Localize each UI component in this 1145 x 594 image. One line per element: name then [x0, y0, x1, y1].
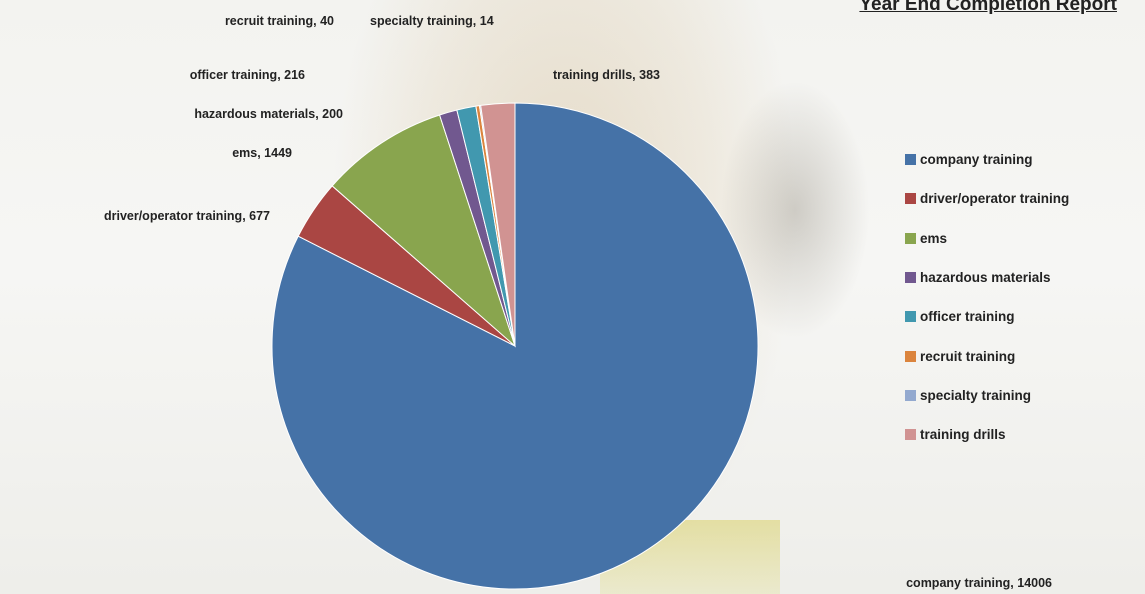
- legend-label: specialty training: [920, 387, 1032, 403]
- data-label-recruit-training: recruit training, 40: [225, 14, 334, 28]
- legend-item-company-training: company training: [905, 140, 1069, 179]
- chart-legend: company training driver/operator training…: [905, 140, 1069, 454]
- data-label-driver-operator-training: driver/operator training, 677: [104, 209, 270, 223]
- legend-item-ems: ems: [905, 219, 1069, 258]
- legend-item-hazardous-materials: hazardous materials: [905, 258, 1069, 297]
- legend-label: company training: [920, 152, 1033, 168]
- legend-label: hazardous materials: [920, 270, 1051, 286]
- pie-slice-training-drills: [480, 102, 516, 347]
- pie-slices: [271, 102, 759, 590]
- pie-data-labels: company training, 14006 driver/operator t…: [104, 14, 1052, 590]
- legend-swatch: [905, 429, 916, 441]
- legend-label: recruit training: [920, 348, 1016, 364]
- legend-item-recruit-training: recruit training: [905, 336, 1069, 375]
- legend-label: officer training: [920, 309, 1015, 325]
- legend-item-officer-training: officer training: [905, 297, 1069, 336]
- legend-label: training drills: [920, 427, 1006, 443]
- pie-slice-ems: [331, 114, 517, 348]
- legend-item-training-drills: training drills: [905, 415, 1069, 454]
- legend-item-specialty-training: specialty training: [905, 376, 1069, 415]
- legend-label: driver/operator training: [920, 191, 1070, 207]
- data-label-training-drills: training drills, 383: [553, 68, 660, 82]
- legend-swatch: [905, 389, 916, 401]
- data-label-company-training: company training, 14006: [906, 576, 1052, 590]
- legend-item-driver-operator-training: driver/operator training: [905, 179, 1069, 218]
- legend-swatch: [905, 272, 916, 284]
- data-label-officer-training: officer training, 216: [190, 68, 305, 82]
- legend-swatch: [905, 350, 916, 362]
- data-label-specialty-training: specialty training, 14: [370, 14, 494, 28]
- data-label-hazardous-materials: hazardous materials, 200: [194, 107, 343, 121]
- data-label-ems: ems, 1449: [232, 146, 292, 160]
- legend-swatch: [905, 154, 916, 166]
- legend-swatch: [905, 193, 916, 205]
- legend-swatch: [905, 232, 916, 244]
- legend-label: ems: [920, 230, 948, 246]
- legend-swatch: [905, 311, 916, 323]
- chart-title: Year End Completion Report: [859, 0, 1117, 15]
